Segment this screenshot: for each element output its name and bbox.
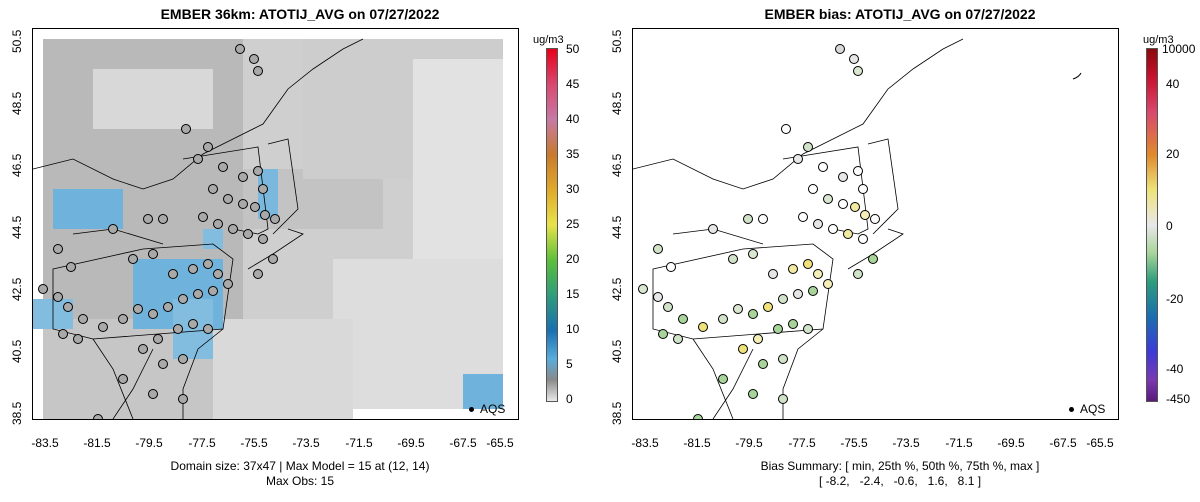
y-tick-label: 40.5	[10, 339, 24, 363]
aqs-dot-icon	[469, 407, 474, 413]
bias-panel: EMBER bias: ATOTIJ_AVG on 07/27/2022	[600, 0, 1200, 502]
bias-colorbar	[1146, 48, 1158, 402]
colorbar-label: 5	[566, 357, 573, 371]
model-site-markers	[38, 44, 280, 419]
colorbar-label: 40	[566, 112, 580, 126]
y-tick-label: 46.5	[10, 153, 24, 177]
x-tick-label: -77.5	[188, 436, 216, 450]
x-tick-label: -81.5	[83, 436, 111, 450]
colorbar-label: 45	[566, 77, 580, 91]
colorbar-label: -450	[1166, 392, 1191, 406]
colorbar-label: 50	[566, 42, 580, 56]
colorbar-label: 15	[566, 287, 580, 301]
aqs-legend: AQS	[1069, 402, 1105, 416]
aqs-legend-label: AQS	[480, 402, 506, 416]
y-tick-label: 44.5	[610, 215, 624, 239]
bias-map-canvas	[633, 29, 1118, 419]
colorbar-label: 35	[566, 147, 580, 161]
x-tick-label: -67.5	[1049, 436, 1077, 450]
x-tick-label: -75.5	[840, 436, 868, 450]
x-tick-label: -79.5	[735, 436, 763, 450]
y-tick-label: 42.5	[10, 277, 24, 301]
x-tick-label: -83.5	[31, 436, 59, 450]
x-tick-label: -67.5	[449, 436, 477, 450]
colorbar-label: 0	[1166, 219, 1173, 233]
bias-summary-values: [ -8.2, -2.4, -0.6, 1.6, 8.1 ]	[818, 474, 982, 488]
model-footer-stats: Domain size: 37x47 | Max Model = 15 at (…	[170, 459, 430, 473]
y-tick-label: 48.5	[610, 91, 624, 115]
colorbar-label: 0	[566, 392, 573, 406]
aqs-legend-label: AQS	[1080, 402, 1106, 416]
bias-map-title: EMBER bias: ATOTIJ_AVG on 07/27/2022	[764, 6, 1036, 22]
aqs-legend: AQS	[469, 402, 505, 416]
model-map-canvas	[33, 29, 518, 419]
x-tick-label: -71.5	[345, 436, 373, 450]
y-tick-label: 50.5	[610, 29, 624, 53]
x-tick-label: -71.5	[945, 436, 973, 450]
colorbar-label: -20	[1166, 292, 1184, 306]
x-tick-label: -75.5	[240, 436, 268, 450]
bias-summary-header: Bias Summary: [ min, 25th %, 50th %, 75t…	[760, 459, 1040, 473]
model-panel: EMBER 36km: ATOTIJ_AVG on 07/27/2022	[10, 6, 580, 488]
y-tick-label: 38.5	[610, 401, 624, 425]
x-tick-label: -81.5	[683, 436, 711, 450]
bias-site-markers	[638, 44, 880, 419]
x-tick-label: -69.5	[397, 436, 425, 450]
y-tick-label: 50.5	[10, 29, 24, 53]
colorbar-label: 20	[566, 252, 580, 266]
model-map-title: EMBER 36km: ATOTIJ_AVG on 07/27/2022	[160, 6, 440, 22]
y-tick-label: 40.5	[610, 339, 624, 363]
x-tick-label: -65.5	[486, 436, 514, 450]
model-high-patch	[53, 189, 123, 229]
model-map[interactable]: AQS	[32, 28, 519, 420]
x-tick-label: -83.5	[631, 436, 659, 450]
x-tick-label: -79.5	[135, 436, 163, 450]
y-tick-label: 44.5	[10, 215, 24, 239]
bias-map[interactable]: AQS	[632, 28, 1119, 420]
model-colorbar-unit: ug/m3	[533, 34, 564, 46]
y-tick-label: 42.5	[610, 277, 624, 301]
colorbar-label: 30	[566, 182, 580, 196]
colorbar-label: -40	[1166, 362, 1184, 376]
x-tick-label: -73.5	[892, 436, 920, 450]
colorbar-label: 25	[566, 217, 580, 231]
y-tick-label: 48.5	[10, 91, 24, 115]
model-colorbar	[546, 48, 558, 402]
model-footer-maxobs: Max Obs: 15	[265, 474, 335, 488]
x-tick-label: -73.5	[292, 436, 320, 450]
colorbar-label: 40	[1166, 77, 1180, 91]
x-tick-label: -69.5	[997, 436, 1025, 450]
colorbar-label: 10	[566, 322, 580, 336]
colorbar-label: 20	[1166, 147, 1180, 161]
aqs-dot-icon	[1069, 407, 1074, 413]
x-tick-label: -77.5	[788, 436, 816, 450]
y-tick-label: 46.5	[610, 153, 624, 177]
y-tick-label: 38.5	[10, 401, 24, 425]
colorbar-label: 10000	[1162, 42, 1196, 56]
bias-colorbar-unit: ug/m3	[1143, 34, 1174, 46]
x-tick-label: -65.5	[1086, 436, 1114, 450]
